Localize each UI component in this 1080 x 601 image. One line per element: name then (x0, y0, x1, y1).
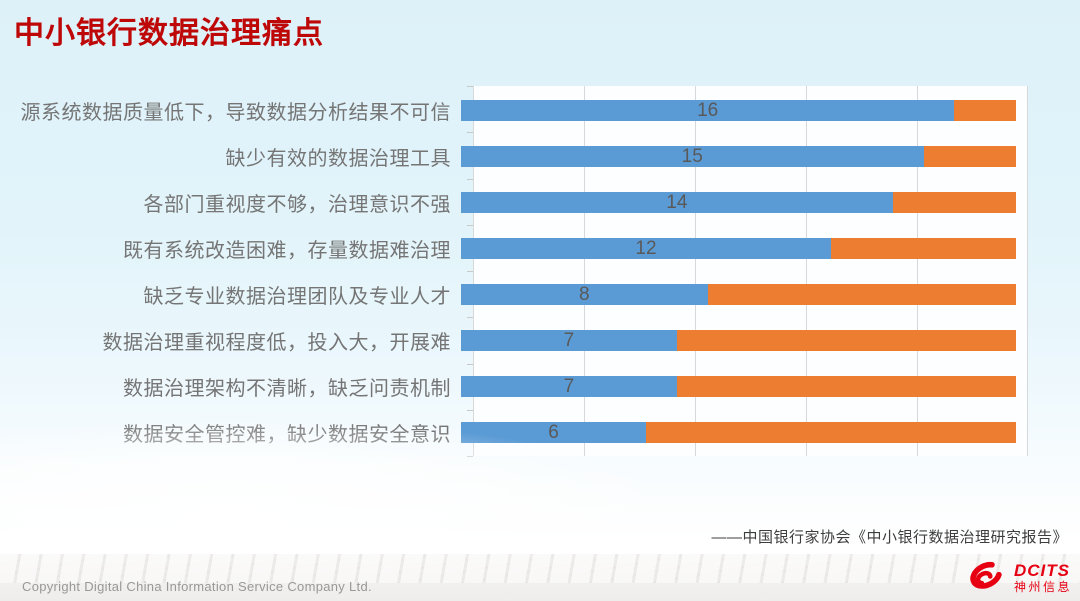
category-axis-tick (467, 456, 473, 457)
logo-name-en: DCITS (1013, 560, 1070, 580)
bar-segment-orange (707, 283, 1016, 305)
gridline-60pct (806, 86, 807, 456)
value-label: 15 (681, 145, 703, 167)
logo-text: DCITS 神州信息 (1014, 562, 1072, 593)
bar-track: 6 (461, 421, 1016, 443)
chart: 源系统数据质量低下，导致数据分析结果不可信 16 缺少有效的数据治理工具 15 各部门重… (0, 87, 1028, 455)
chart-row: 缺少有效的数据治理工具 15 (0, 133, 1028, 179)
gridline-80pct (917, 86, 918, 456)
category-axis-tick (467, 271, 473, 272)
value-label: 14 (666, 191, 688, 213)
chart-row: 数据治理重视程度低，投入大，开展难 7 (0, 317, 1028, 363)
gridline-40pct (695, 86, 696, 456)
chart-row: 数据治理架构不清晰，缺乏问责机制 7 (0, 363, 1028, 409)
bar-track: 12 (461, 237, 1016, 259)
chart-row: 既有系统改造困难，存量数据难治理 12 (0, 225, 1028, 271)
category-axis-tick (467, 409, 473, 411)
bar-segment-blue: 15 (461, 145, 924, 167)
source-attribution: ——中国银行家协会《中小银行数据治理研究报告》 (711, 529, 1068, 546)
category-label: 数据安全管控难，缺少数据安全意识 (123, 423, 451, 446)
value-label: 16 (697, 99, 719, 121)
value-label: 12 (635, 237, 657, 259)
bar-segment-orange (923, 145, 1016, 167)
value-label: 7 (563, 329, 575, 351)
bar-segment-orange (676, 329, 1016, 351)
bar-segment-blue: 14 (461, 191, 893, 213)
bar-track: 16 (461, 99, 1016, 121)
gridline-100pct (1027, 86, 1028, 456)
gridline-20pct (584, 86, 585, 456)
bar-track: 8 (461, 283, 1016, 305)
bar-track: 7 (461, 375, 1016, 397)
category-label: 既有系统改造困难，存量数据难治理 (123, 239, 451, 262)
category-axis-tick (467, 224, 473, 226)
category-label: 数据治理重视程度低，投入大，开展难 (102, 331, 451, 354)
bar-segment-orange (892, 191, 1016, 213)
bar-segment-orange (676, 375, 1016, 397)
category-axis-tick (467, 132, 473, 134)
bar-segment-blue: 8 (461, 283, 708, 305)
footer-band (0, 554, 1080, 601)
bar-track: 7 (461, 329, 1016, 351)
value-label: 8 (579, 283, 590, 305)
bar-track: 14 (461, 191, 1016, 213)
bar-segment-orange (831, 237, 1016, 259)
chart-row: 各部门重视度不够，治理意识不强 14 (0, 179, 1028, 225)
bar-segment-blue: 16 (461, 99, 955, 121)
category-axis-tick (467, 363, 473, 365)
category-label: 源系统数据质量低下，导致数据分析结果不可信 (20, 101, 451, 124)
category-label: 各部门重视度不够，治理意识不强 (143, 193, 451, 216)
category-label: 缺乏专业数据治理团队及专业人才 (143, 285, 451, 308)
logo-name-cn: 神州信息 (1013, 579, 1072, 594)
page-title: 中小银行数据治理痛点 (14, 17, 324, 50)
chart-row: 源系统数据质量低下，导致数据分析结果不可信 16 (0, 87, 1028, 133)
value-label: 6 (548, 421, 559, 443)
company-logo: DCITS 神州信息 (964, 559, 1072, 595)
category-axis-tick (467, 178, 473, 180)
category-axis-tick (467, 86, 473, 87)
category-label: 数据治理架构不清晰，缺乏问责机制 (123, 377, 451, 400)
category-label: 缺少有效的数据治理工具 (225, 147, 451, 170)
bar-segment-blue: 7 (461, 375, 677, 397)
copyright-text: Copyright Digital China Information Serv… (22, 579, 372, 594)
gridline-0pct (473, 86, 474, 456)
red-swirl-icon (970, 561, 1002, 589)
chart-row: 缺乏专业数据治理团队及专业人才 8 (0, 271, 1028, 317)
bar-track: 15 (461, 145, 1016, 167)
bar-segment-orange (954, 99, 1016, 121)
value-label: 7 (563, 375, 575, 397)
chart-row: 数据安全管控难，缺少数据安全意识 6 (0, 409, 1028, 455)
bar-segment-orange (646, 421, 1016, 443)
bar-segment-blue: 12 (461, 237, 831, 259)
bar-segment-blue: 7 (461, 329, 677, 351)
bar-segment-blue: 6 (461, 421, 646, 443)
category-axis-tick (467, 317, 473, 319)
